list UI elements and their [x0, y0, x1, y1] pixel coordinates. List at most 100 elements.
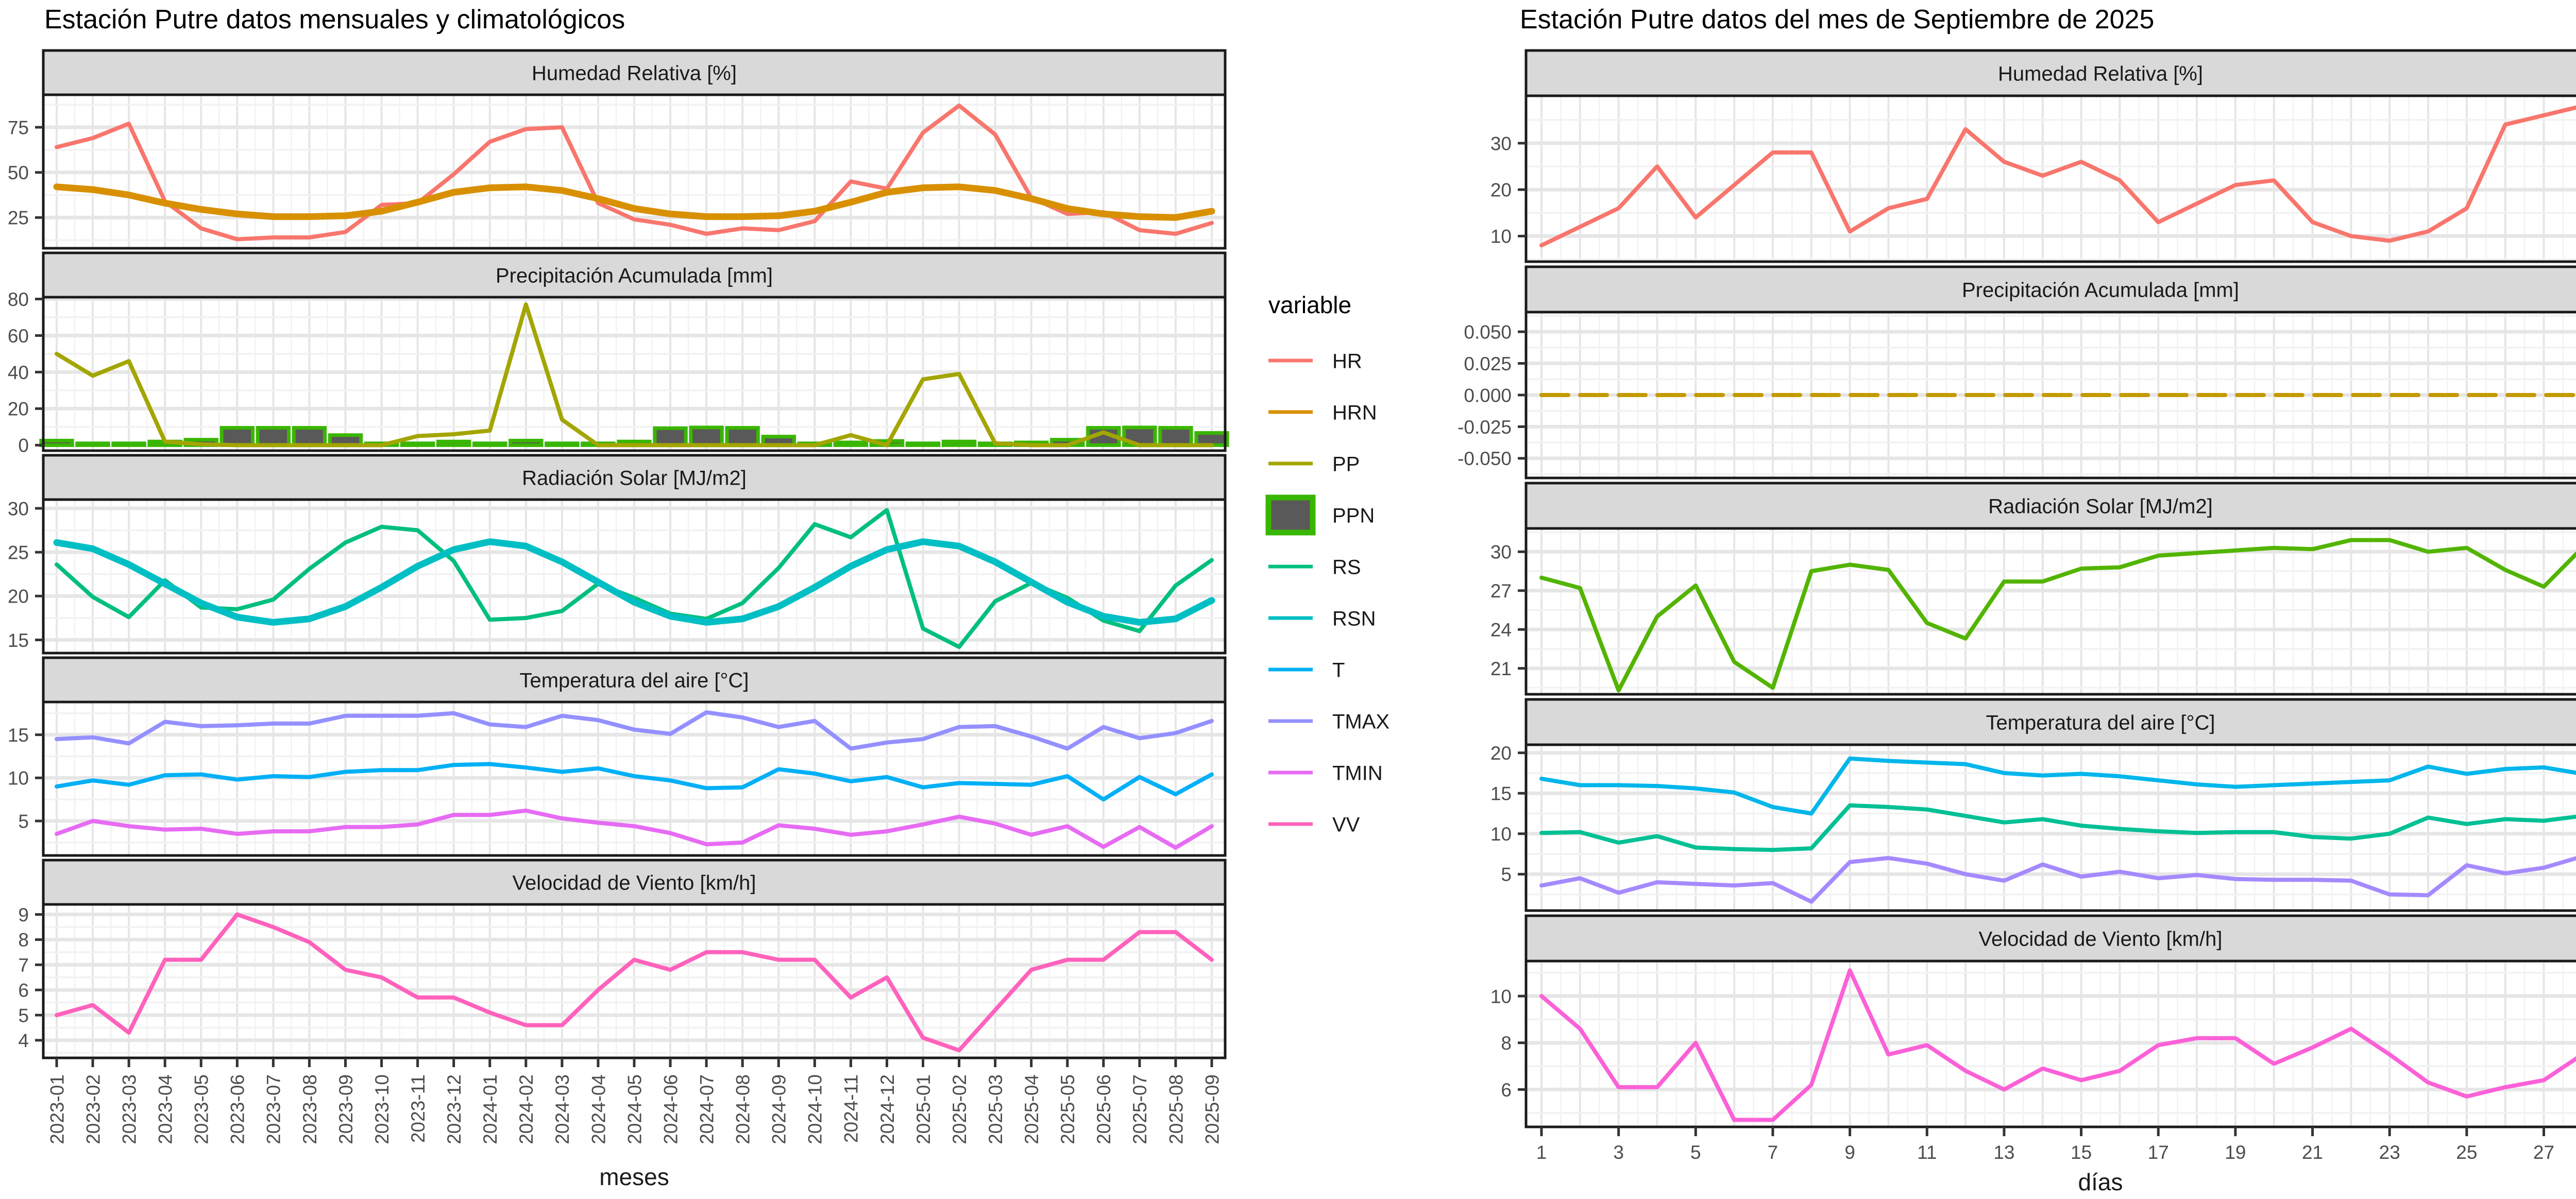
- legend-entry-PP: PP: [1268, 453, 1360, 475]
- monthly-facet-1: Precipitación Acumulada [mm] 0 20 40 60 80: [8, 251, 1229, 456]
- daily-facet-4: Velocidad de Viento [km/h] 6 8 10: [1490, 914, 2576, 1128]
- y-tick-label: 20: [1490, 743, 1512, 764]
- legend-entry-RS: RS: [1268, 556, 1361, 578]
- series-PP-line: [55, 302, 1214, 448]
- x-tick-label: 2024-06: [660, 1074, 681, 1144]
- legend-entry-PPN: PPN: [1265, 494, 1375, 536]
- x-tick-label: 2024-07: [696, 1074, 717, 1144]
- y-tick-label: 8: [1501, 1033, 1512, 1054]
- y-tick-label: 9: [18, 904, 29, 926]
- legend-label: PP: [1332, 453, 1360, 475]
- x-tick-label: 2025-08: [1165, 1074, 1187, 1144]
- bar: [111, 441, 146, 447]
- x-tick-label: 15: [2071, 1142, 2092, 1163]
- x-tick-label: 2023-03: [118, 1074, 140, 1144]
- y-tick-label: 10: [1490, 986, 1512, 1007]
- facet-strip-title: Humedad Relativa [%]: [1998, 62, 2203, 85]
- legend-entry-HR: HR: [1268, 350, 1362, 372]
- bar: [219, 426, 255, 447]
- series-T-line: [1539, 803, 2576, 852]
- series-TMAX-line: [1539, 756, 2576, 816]
- x-tick-label: 2024-04: [588, 1074, 609, 1144]
- y-tick-label: 15: [1490, 783, 1512, 804]
- daily-facet-3: Temperatura del aire [°C] 5 10 15 20: [1490, 698, 2576, 912]
- bar: [905, 441, 941, 447]
- facet-strip-title: Precipitación Acumulada [mm]: [1962, 279, 2239, 301]
- legend-entry-TMIN: TMIN: [1268, 762, 1383, 784]
- legend-label: HR: [1332, 350, 1362, 372]
- daily-x-axis-title: días: [2078, 1169, 2123, 1195]
- legend-label: HRN: [1332, 401, 1377, 424]
- legend-label: T: [1332, 659, 1345, 681]
- y-tick-label: 75: [8, 117, 29, 138]
- x-tick-label: 11: [1917, 1142, 1937, 1163]
- y-tick-label: 20: [1490, 180, 1512, 201]
- x-tick-label: 2023-05: [191, 1074, 212, 1144]
- bar: [436, 439, 471, 447]
- x-tick-label: 2024-02: [516, 1074, 537, 1144]
- legend-label: RSN: [1332, 607, 1376, 630]
- y-tick-label: 5: [18, 1005, 29, 1026]
- legend-entry-VV: VV: [1268, 813, 1360, 836]
- bar: [653, 426, 688, 447]
- x-tick-label: 1: [1536, 1142, 1547, 1163]
- daily-facet-0: Humedad Relativa [%] 10 20 30: [1490, 49, 2576, 263]
- y-tick-label: 15: [8, 725, 29, 746]
- x-tick-label: 2023-08: [299, 1074, 320, 1144]
- x-tick-label: 2025-07: [1129, 1074, 1150, 1144]
- monthly-facet-2: Radiación Solar [MJ/m2] 15 20 25 30: [8, 454, 1227, 655]
- y-tick-label: -0.025: [1458, 417, 1512, 438]
- legend-entry-HRN: HRN: [1268, 401, 1377, 424]
- bar: [545, 441, 580, 447]
- legend-title: variable: [1268, 292, 1351, 318]
- x-tick-label: 3: [1613, 1142, 1624, 1163]
- y-tick-label: 30: [8, 498, 29, 519]
- x-tick-label: 2024-10: [805, 1074, 826, 1144]
- y-tick-label: 27: [1490, 580, 1512, 602]
- y-tick-label: 10: [8, 768, 29, 789]
- facet-strip-title: Temperatura del aire [°C]: [1986, 711, 2215, 734]
- facet-strip-title: Precipitación Acumulada [mm]: [496, 264, 773, 287]
- series-TMAX-line: [55, 710, 1214, 751]
- y-tick-label: 5: [18, 811, 29, 832]
- y-tick-label: 8: [18, 930, 29, 951]
- y-tick-label: 60: [8, 326, 29, 347]
- x-tick-label: 13: [1993, 1142, 2014, 1163]
- x-tick-label: 2024-11: [841, 1074, 862, 1143]
- series-HRN-line: [53, 183, 1215, 221]
- series-TMIN-line: [1539, 855, 2576, 904]
- series-T-line: [55, 762, 1214, 802]
- y-tick-label: 15: [8, 630, 29, 651]
- series-VV-line: [1539, 968, 2576, 1122]
- x-tick-label: 21: [2302, 1142, 2323, 1163]
- x-tick-label: 2024-08: [733, 1074, 754, 1144]
- series-RS-line: [1539, 538, 2576, 693]
- series-HR-line: [1539, 105, 2576, 248]
- x-tick-label: 2023-07: [263, 1074, 284, 1144]
- monthly-chart-title: Estación Putre datos mensuales y climato…: [44, 5, 625, 35]
- x-tick-label: 2025-03: [985, 1074, 1006, 1144]
- series-HR-line: [55, 104, 1214, 242]
- monthly-facet-4: Velocidad de Viento [km/h] 4 5 6 7 8 9: [18, 859, 1227, 1059]
- legend-entry-TMAX: TMAX: [1268, 710, 1389, 733]
- x-tick-label: 2025-04: [1021, 1074, 1042, 1144]
- y-tick-label: 50: [8, 162, 29, 183]
- x-tick-label: 2024-12: [877, 1074, 898, 1144]
- x-tick-label: 25: [2456, 1142, 2477, 1163]
- x-tick-label: 2024-05: [624, 1074, 645, 1144]
- x-tick-label: 2025-01: [913, 1074, 934, 1144]
- y-tick-label: 21: [1490, 658, 1512, 679]
- y-tick-label: 0.000: [1464, 385, 1512, 406]
- y-tick-label: 10: [1490, 226, 1512, 247]
- facet-strip-title: Humedad Relativa [%]: [532, 62, 737, 84]
- x-tick-label: 2023-11: [408, 1074, 429, 1143]
- legend-entry-RSN: RSN: [1268, 607, 1376, 630]
- y-tick-label: 0: [18, 435, 29, 456]
- daily-chart-title: Estación Putre datos del mes de Septiemb…: [1520, 5, 2155, 35]
- y-tick-label: 10: [1490, 824, 1512, 845]
- x-tick-label: 2023-09: [335, 1074, 357, 1144]
- x-tick-label: 2025-06: [1093, 1074, 1114, 1144]
- y-tick-label: 40: [8, 362, 29, 383]
